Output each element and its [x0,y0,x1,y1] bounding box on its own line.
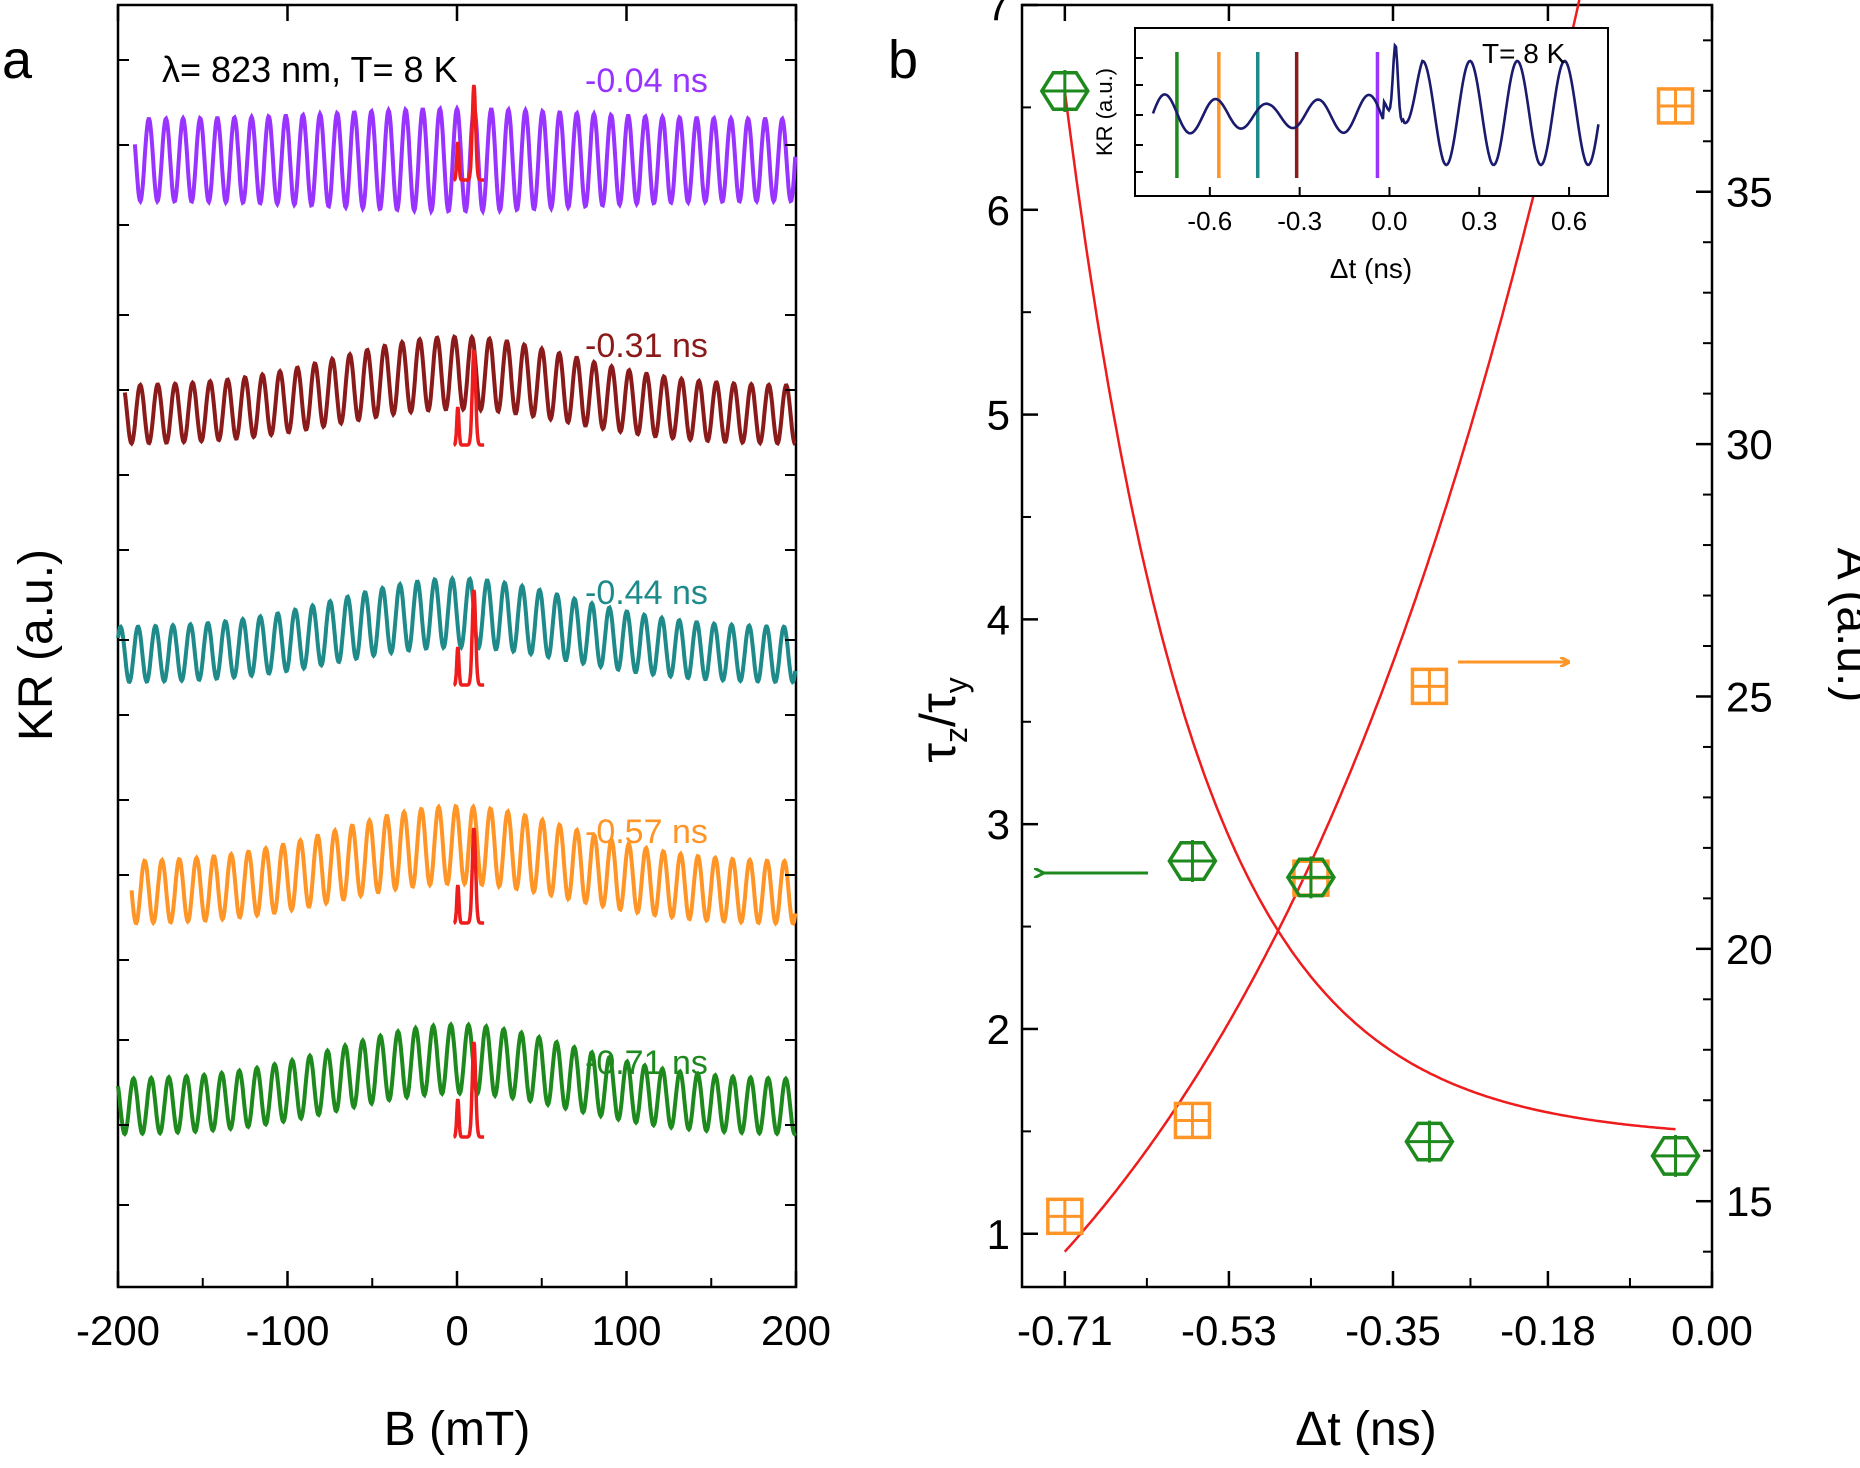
b-ytick-label-left-0: 1 [987,1211,1010,1258]
a-xtick-label-4: 200 [761,1307,831,1354]
panel-a-annotation: λ= 823 nm, T= 8 K [162,49,458,90]
b-ytick-label-right-3: 30 [1726,421,1773,468]
trace-3 [129,802,798,927]
b-ytick-label-right-0: 15 [1726,1178,1773,1225]
panel-b-ylabel-left: τz/τy [910,677,974,762]
panel-a: a -200 -100 0 100 200 λ= 823 nm, T= 8 K -0.0… [2,3,831,1456]
b-ytick-label-right-4: 35 [1726,169,1773,216]
amplitude-point-4 [1656,87,1695,125]
fit-curve-ratio [1063,90,1676,1131]
trace-3-peak [453,827,485,925]
ratio-point-0 [1039,70,1090,113]
inset-xtick-label-0: -0.6 [1187,206,1232,236]
trace-1-peak [453,349,485,447]
amplitude-point-0 [1046,1197,1084,1236]
panel-b-ticks: -0.71 -0.53 -0.35 -0.18 0.00 1 2 3 4 5 6 7 15 20 25 30 3… [987,0,1773,1354]
panel-b-xlabel: Δt (ns) [1295,1403,1436,1456]
b-xtick-label-4: 0.00 [1671,1307,1753,1354]
inset-annotation: T= 8 K [1482,38,1566,69]
ratio-point-4 [1650,1134,1701,1177]
ratio-point-1 [1167,840,1218,883]
b-ytick-label-left-6: 7 [987,0,1010,29]
ratio-point-3 [1404,1120,1455,1163]
trace-2-peak [453,589,485,687]
inset: -0.6 -0.3 0.0 0.3 0.6 T= 8 K Δt (ns) KR (a.u… [1092,27,1609,284]
tau-symbol: τ [910,743,966,763]
panel-b-data-points [1039,70,1701,1236]
tau-sub-y: y [938,677,974,693]
a-xtick-label-1: -100 [245,1307,329,1354]
b-xtick-label-2: -0.35 [1345,1307,1441,1354]
b-ytick-label-left-1: 2 [987,1006,1010,1053]
trace-label-0: -0.04 ns [585,62,708,100]
ratio-point-hexagon [1039,71,1090,111]
panel-b-letter: b [888,30,918,90]
trace-2 [116,575,798,685]
panel-a-traces [116,84,798,1139]
b-ytick-label-right-2: 25 [1726,673,1773,720]
a-xtick-label-0: -200 [76,1307,160,1354]
b-ytick-label-left-5: 6 [987,187,1010,234]
panel-a-ticks: -200 -100 0 100 200 [76,5,831,1354]
ratio-point-hexagon [1167,841,1218,881]
trace-0 [132,104,798,216]
b-ytick-label-left-3: 4 [987,596,1010,643]
inset-xtick-label-4: 0.6 [1551,206,1587,236]
ratio-point-2 [1285,856,1336,899]
ratio-point-hexagon [1650,1135,1701,1176]
panel-b-frame [1020,3,1714,1289]
trace-0-peak [453,84,485,182]
a-xtick-label-2: 0 [445,1307,468,1354]
inset-xtick-label-2: 0.0 [1371,206,1407,236]
b-xtick-label-0: -0.71 [1017,1307,1113,1354]
trace-4-peak [453,1041,485,1139]
ratio-point-hexagon [1285,857,1336,898]
amplitude-point-3 [1410,667,1449,706]
a-xtick-label-3: 100 [591,1307,661,1354]
panel-a-letter: a [2,30,33,90]
trace-4 [116,1021,797,1138]
panel-b-ylabel-right: A (a.u.) [1827,548,1860,703]
trace-label-1: -0.31 ns [585,327,708,365]
inset-ticks: -0.6 -0.3 0.0 0.3 0.6 [1135,57,1587,236]
panel-a-xlabel: B (mT) [384,1403,531,1456]
tau-sub-z: z [938,727,974,743]
trace-1 [122,333,797,447]
trace-label-3: -0.57 ns [585,813,708,851]
inset-xlabel: Δt (ns) [1330,253,1412,284]
panel-a-ylabel: KR (a.u.) [10,549,63,741]
inset-kr-curve [1151,42,1600,167]
panel-b-fit-curves [1063,0,1676,1253]
fit-curve-amplitude [1063,0,1581,1253]
b-xtick-label-3: -0.18 [1500,1307,1596,1354]
panel-b: b -0.71 -0.53 -0.35 -0.18 0.00 1 2 3 4 5 6 7 15 20 25 3… [888,0,1860,1456]
b-ytick-label-left-4: 5 [987,392,1010,439]
inset-xtick-label-1: -0.3 [1277,206,1322,236]
tau-slash: /τ [910,693,966,727]
b-ytick-label-right-1: 20 [1726,926,1773,973]
inset-xtick-label-3: 0.3 [1461,206,1497,236]
amplitude-point-1 [1173,1101,1212,1140]
trace-label-2: -0.44 ns [585,574,708,612]
trace-label-4: -0.71 ns [585,1044,708,1082]
b-ytick-label-left-2: 3 [987,801,1010,848]
inset-ylabel: KR (a.u.) [1092,68,1117,156]
ratio-point-hexagon [1404,1121,1455,1162]
b-xtick-label-1: -0.53 [1181,1307,1277,1354]
